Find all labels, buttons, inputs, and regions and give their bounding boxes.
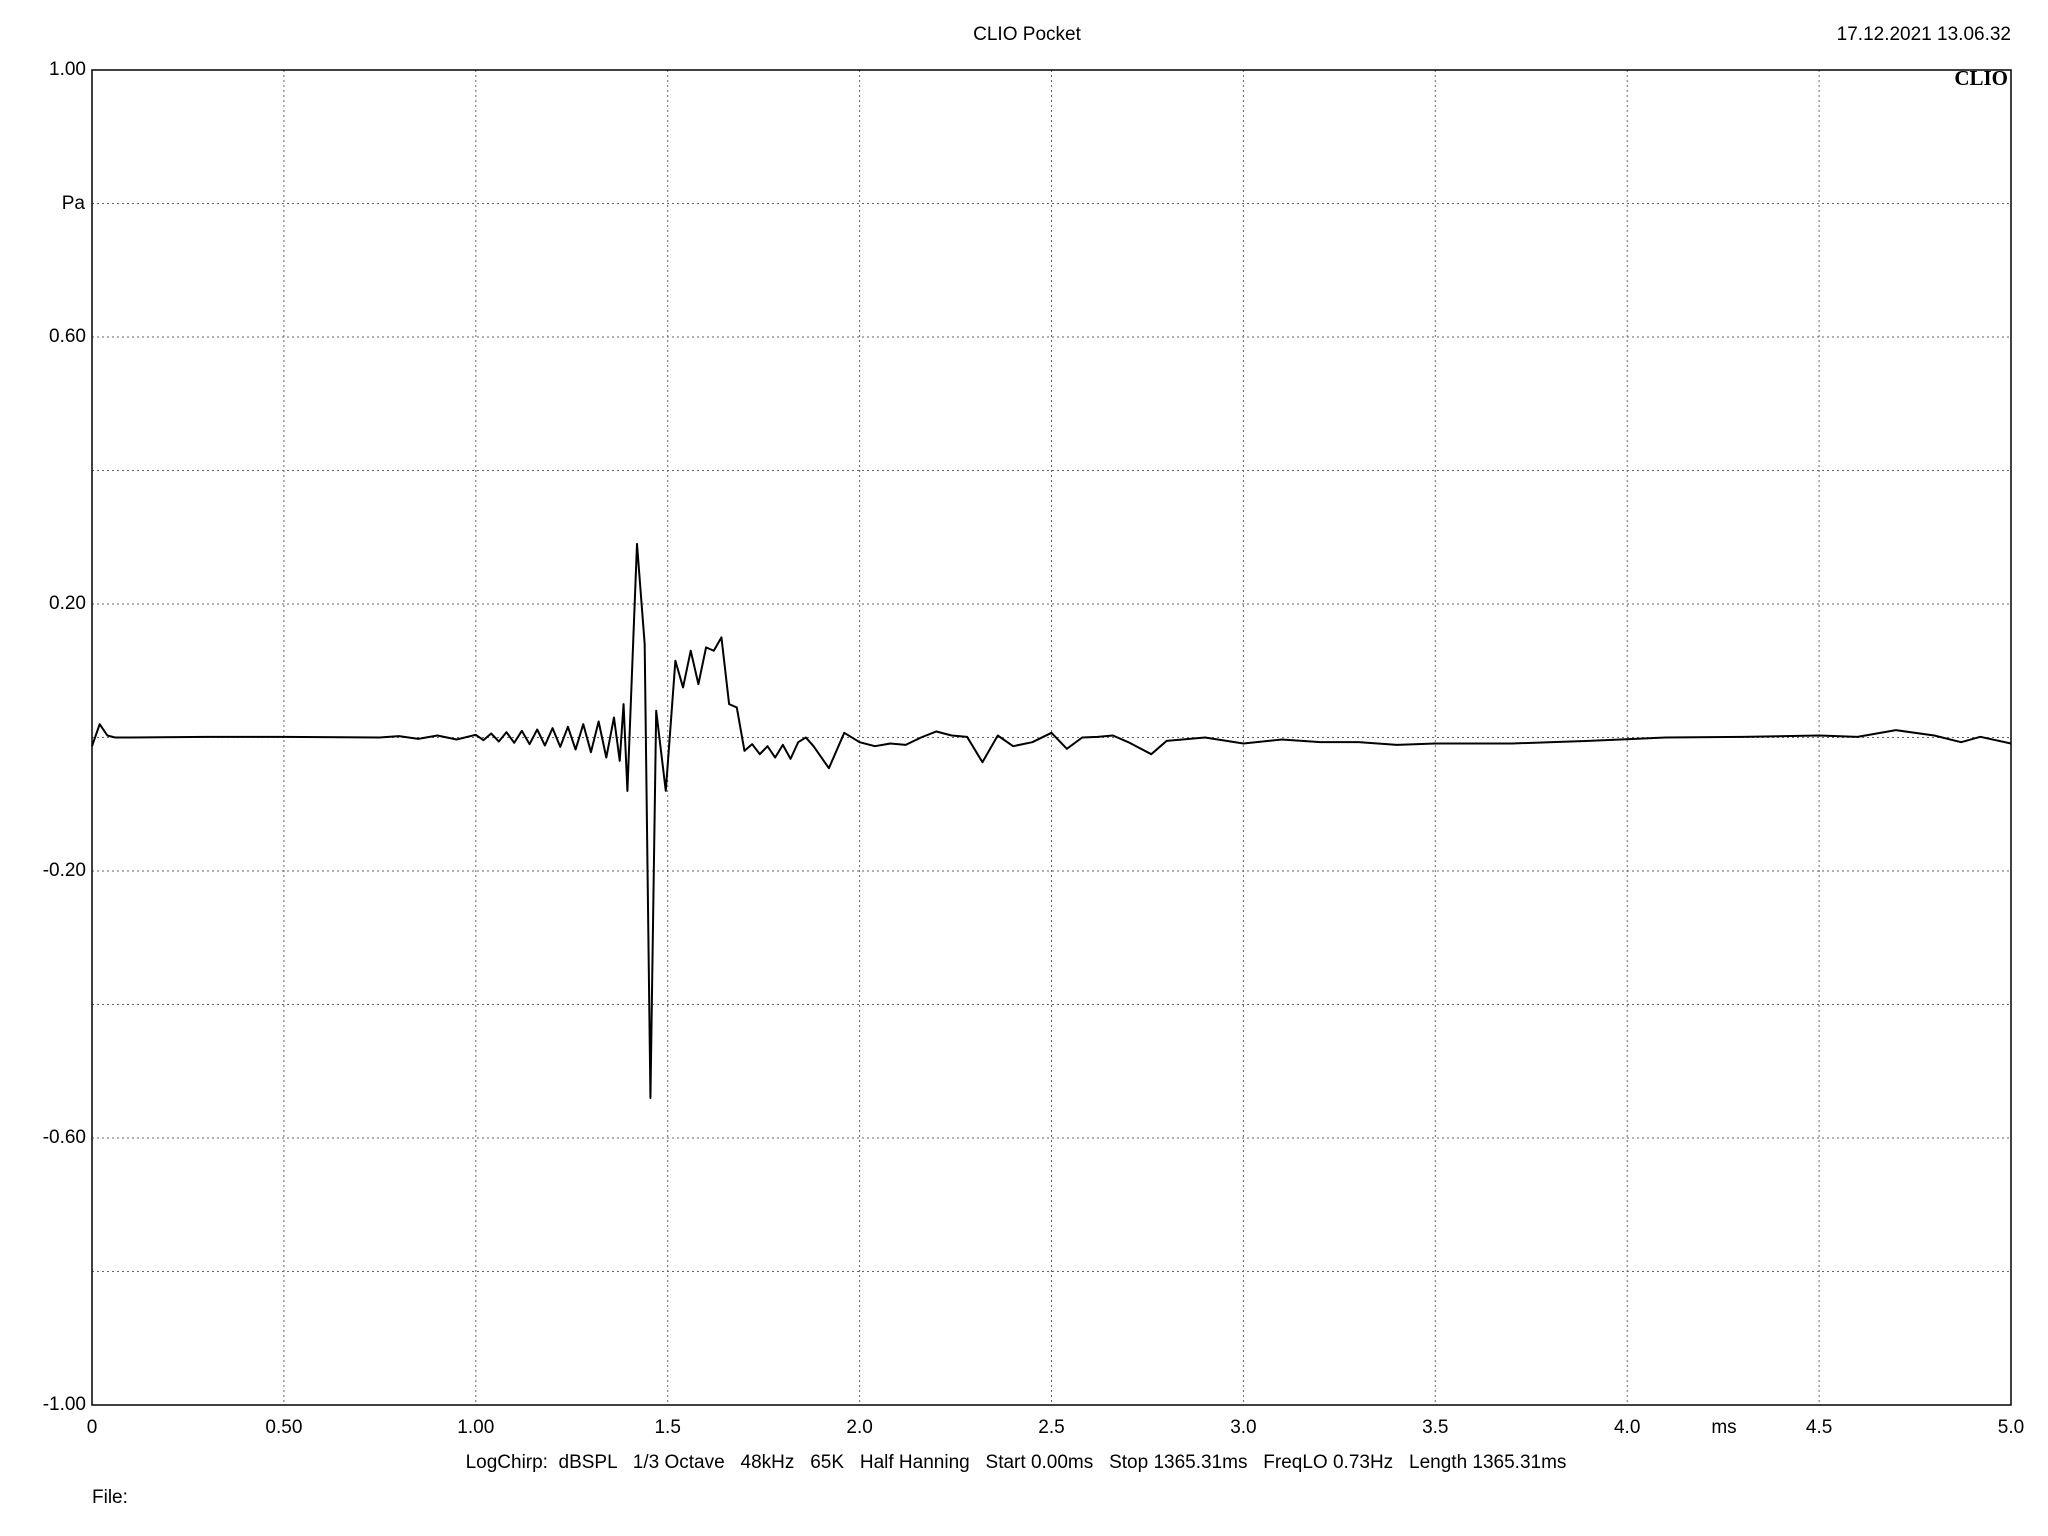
file-label: File: bbox=[92, 1487, 128, 1508]
x-tick-label: 2.0 bbox=[846, 1417, 872, 1438]
x-tick-label: 1.00 bbox=[457, 1417, 494, 1438]
trace bbox=[91, 542, 2012, 1099]
y-tick-label: 0.60 bbox=[49, 326, 86, 347]
x-tick-label: 3.5 bbox=[1422, 1417, 1448, 1438]
y-tick-label: 1.00 bbox=[49, 59, 86, 80]
footer: LogChirp: dBSPL 1/3 Octave 48kHz 65K Hal… bbox=[466, 1452, 1567, 1473]
y-axis-label: Pa bbox=[62, 193, 86, 214]
y-tick-label: -0.60 bbox=[43, 1127, 86, 1148]
x-axis-label: ms bbox=[1711, 1417, 1736, 1438]
x-tick-label: 4.0 bbox=[1614, 1417, 1640, 1438]
x-tick-label: 0 bbox=[87, 1417, 98, 1438]
x-tick-label: 1.5 bbox=[654, 1417, 680, 1438]
y-tick-label: 0.20 bbox=[49, 593, 86, 614]
x-tick-label: 5.0 bbox=[1998, 1417, 2024, 1438]
x-tick-label: 2.5 bbox=[1038, 1417, 1064, 1438]
x-tick-label: 3.0 bbox=[1230, 1417, 1256, 1438]
x-tick-label: 0.50 bbox=[265, 1417, 302, 1438]
timestamp: 17.12.2021 13.06.32 bbox=[1837, 24, 2011, 45]
chart-title: CLIO Pocket bbox=[973, 24, 1081, 45]
y-tick-label: -0.20 bbox=[43, 860, 86, 881]
x-tick-label: 4.5 bbox=[1806, 1417, 1832, 1438]
y-tick-label: -1.00 bbox=[43, 1394, 86, 1415]
plot-frame bbox=[91, 69, 2012, 1406]
